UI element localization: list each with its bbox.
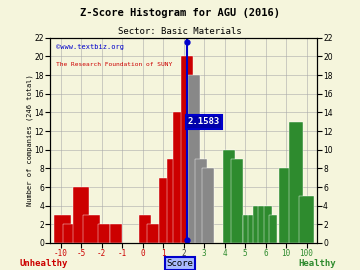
Bar (73, 187, 89, 243)
Bar (98, 224, 110, 243)
Text: Sector: Basic Materials: Sector: Basic Materials (118, 27, 242, 36)
Text: Z-Score Histogram for AGU (2016): Z-Score Histogram for AGU (2016) (80, 8, 280, 18)
Bar (54, 215, 71, 243)
Bar (231, 159, 243, 243)
Bar (159, 178, 171, 243)
Text: The Research Foundation of SUNY: The Research Foundation of SUNY (56, 62, 172, 68)
Bar (139, 215, 151, 243)
Bar (269, 215, 277, 243)
Bar (63, 224, 79, 243)
Text: Score: Score (167, 259, 193, 268)
Bar (289, 122, 303, 243)
Bar (174, 112, 186, 243)
Bar (147, 224, 159, 243)
Text: Healthy: Healthy (298, 259, 336, 268)
Bar (180, 56, 193, 243)
Text: Unhealthy: Unhealthy (19, 259, 67, 268)
Text: ©www.textbiz.org: ©www.textbiz.org (56, 44, 124, 50)
Text: 2.1583: 2.1583 (188, 117, 220, 126)
Bar (195, 159, 207, 243)
Bar (279, 168, 293, 243)
Bar (243, 215, 251, 243)
Bar (188, 75, 200, 243)
Bar (300, 196, 314, 243)
Bar (167, 159, 180, 243)
Bar (202, 168, 214, 243)
Bar (110, 224, 122, 243)
Bar (222, 150, 235, 243)
Bar (253, 206, 261, 243)
Bar (248, 215, 256, 243)
Bar (258, 206, 267, 243)
Bar (83, 215, 100, 243)
Bar (264, 206, 272, 243)
Y-axis label: Number of companies (246 total): Number of companies (246 total) (27, 75, 33, 206)
